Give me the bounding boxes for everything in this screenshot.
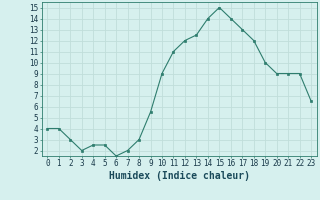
X-axis label: Humidex (Indice chaleur): Humidex (Indice chaleur) xyxy=(109,171,250,181)
